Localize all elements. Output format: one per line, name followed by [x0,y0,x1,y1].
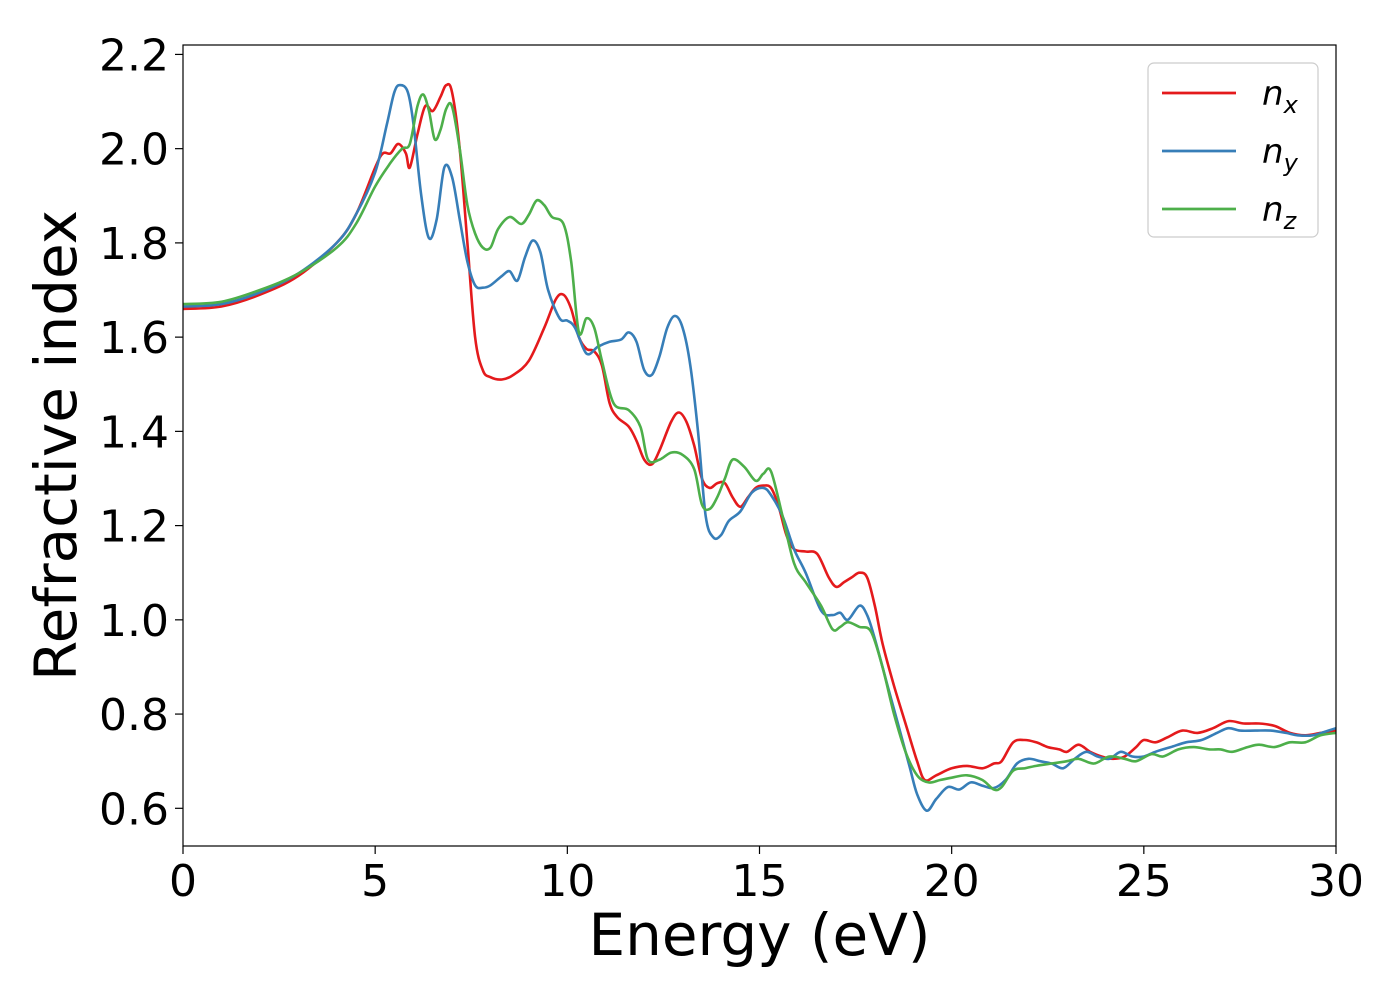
legend-label-n-y: ny [1262,132,1299,177]
series-line-n-y [183,83,1336,812]
y-axis: 0.6 0.8 1.0 1.2 1.4 1.6 1.8 2.0 2.2 [99,30,183,835]
y-tick-label: 2.2 [99,30,169,81]
y-tick-label: 1.8 [99,219,169,270]
y-tick-label: 0.6 [99,784,169,835]
y-tick-label: 1.0 [99,596,169,647]
x-tick-label: 5 [361,856,389,907]
x-axis-title: Energy (eV) [588,901,930,969]
legend-label-n-x: nx [1262,74,1299,119]
x-tick-label: 20 [924,856,980,907]
x-tick-label: 30 [1308,856,1364,907]
y-axis-title: Refractive index [22,210,90,681]
legend-label-n-z: nz [1262,190,1298,235]
x-tick-label: 25 [1116,856,1172,907]
legend: nx ny nz [1147,62,1319,238]
series-line-n-z [183,93,1336,792]
y-tick-label: 2.0 [99,125,169,176]
x-axis: 0 5 10 15 20 25 30 [169,846,1364,907]
x-tick-label: 10 [539,856,595,907]
x-tick-label: 0 [169,856,197,907]
y-tick-label: 1.4 [99,407,169,458]
y-tick-label: 1.6 [99,313,169,364]
y-tick-label: 0.8 [99,690,169,741]
series-layer [183,82,1336,812]
x-tick-label: 15 [732,856,788,907]
y-tick-label: 1.2 [99,502,169,553]
